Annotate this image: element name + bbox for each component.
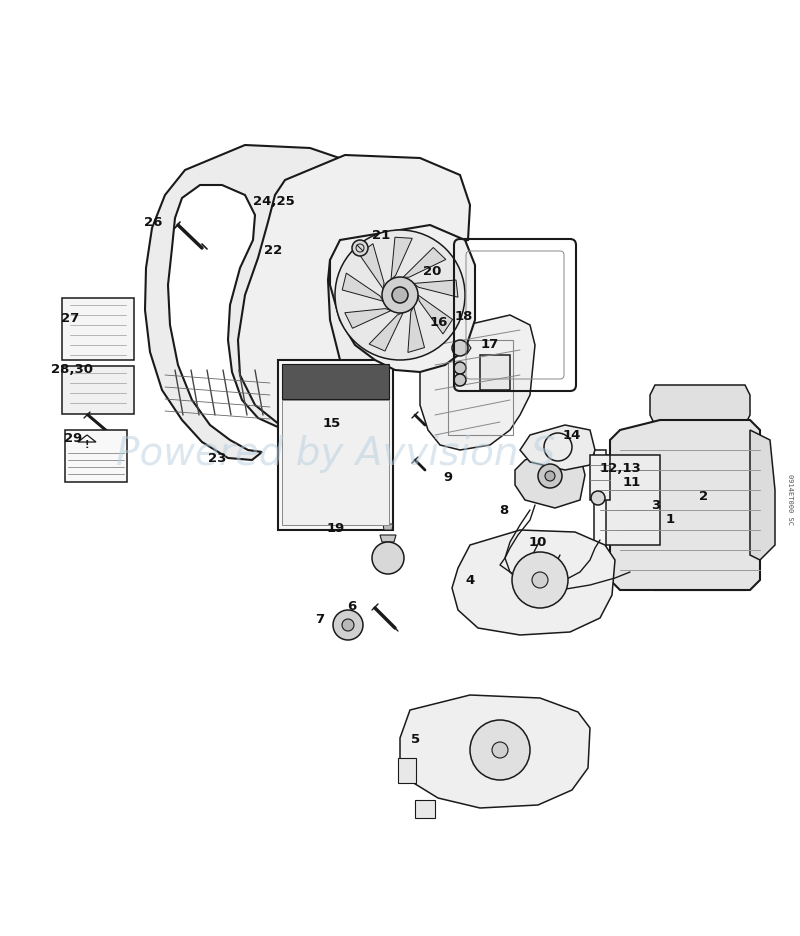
- Text: 2: 2: [699, 490, 709, 503]
- Text: 4: 4: [466, 574, 475, 587]
- Text: 15: 15: [323, 417, 341, 430]
- Text: 9: 9: [443, 471, 453, 484]
- Polygon shape: [238, 155, 470, 430]
- Polygon shape: [383, 524, 393, 530]
- Bar: [657, 518, 743, 530]
- Text: 7: 7: [315, 613, 325, 626]
- Circle shape: [335, 230, 465, 360]
- Text: 17: 17: [481, 338, 498, 351]
- Bar: [278, 360, 393, 530]
- Text: 19: 19: [327, 522, 345, 535]
- Polygon shape: [750, 430, 775, 560]
- Text: 29: 29: [65, 431, 82, 445]
- Circle shape: [591, 491, 605, 505]
- Circle shape: [512, 552, 568, 608]
- Polygon shape: [78, 435, 96, 442]
- Polygon shape: [610, 420, 760, 590]
- Text: 16: 16: [430, 316, 447, 329]
- Polygon shape: [342, 273, 383, 301]
- Polygon shape: [345, 309, 391, 329]
- Text: 8: 8: [499, 504, 509, 517]
- Text: 6: 6: [347, 600, 357, 613]
- Bar: [282, 364, 389, 399]
- Polygon shape: [391, 237, 412, 280]
- Text: Powered by Avvision S: Powered by Avvision S: [116, 435, 556, 473]
- Bar: [480, 355, 510, 390]
- Circle shape: [352, 240, 368, 256]
- Bar: [657, 458, 743, 470]
- Polygon shape: [369, 313, 403, 351]
- Circle shape: [492, 742, 508, 758]
- Circle shape: [333, 610, 363, 640]
- Text: !: !: [85, 440, 90, 450]
- Polygon shape: [414, 280, 458, 298]
- Bar: [657, 558, 743, 570]
- Bar: [657, 538, 743, 550]
- Bar: [398, 758, 416, 783]
- Bar: [657, 438, 743, 450]
- Bar: [590, 455, 610, 500]
- Circle shape: [470, 720, 530, 780]
- Bar: [657, 418, 743, 430]
- Polygon shape: [650, 385, 750, 425]
- Text: 23: 23: [209, 452, 226, 465]
- Polygon shape: [359, 243, 384, 289]
- Polygon shape: [452, 530, 615, 635]
- Circle shape: [392, 287, 408, 303]
- Polygon shape: [403, 247, 446, 277]
- Circle shape: [532, 572, 548, 588]
- Bar: [657, 498, 743, 510]
- Bar: [62, 366, 134, 414]
- Text: 27: 27: [62, 312, 79, 325]
- Bar: [657, 478, 743, 490]
- Circle shape: [538, 464, 562, 488]
- Bar: [600, 455, 660, 545]
- Polygon shape: [520, 425, 595, 470]
- Polygon shape: [400, 695, 590, 808]
- Polygon shape: [420, 315, 535, 450]
- Text: 11: 11: [623, 475, 641, 489]
- Bar: [655, 390, 745, 590]
- Circle shape: [342, 619, 354, 631]
- Text: 12,13: 12,13: [599, 461, 641, 475]
- Text: 0914ET000 SC: 0914ET000 SC: [787, 475, 793, 525]
- Text: 3: 3: [651, 499, 661, 512]
- Text: 14: 14: [563, 429, 581, 442]
- Text: 22: 22: [265, 244, 282, 257]
- Polygon shape: [408, 307, 425, 353]
- Circle shape: [454, 362, 466, 374]
- Polygon shape: [380, 535, 396, 542]
- Polygon shape: [418, 295, 453, 334]
- Bar: [282, 400, 389, 525]
- Circle shape: [372, 542, 404, 574]
- Polygon shape: [449, 342, 471, 354]
- Text: 5: 5: [411, 733, 421, 746]
- Polygon shape: [145, 145, 418, 460]
- Text: 20: 20: [423, 265, 441, 278]
- Polygon shape: [515, 448, 585, 508]
- Text: 1: 1: [666, 513, 675, 526]
- Text: 24,25: 24,25: [253, 195, 294, 208]
- Text: 28,30: 28,30: [51, 363, 93, 376]
- Text: 10: 10: [529, 536, 546, 549]
- Circle shape: [545, 471, 555, 481]
- Text: 26: 26: [145, 216, 162, 229]
- Bar: [594, 450, 606, 550]
- Circle shape: [382, 277, 418, 313]
- Bar: [448, 340, 513, 435]
- Text: 18: 18: [455, 310, 473, 323]
- Circle shape: [454, 374, 466, 386]
- Bar: [415, 800, 435, 818]
- Polygon shape: [330, 225, 475, 372]
- Text: 21: 21: [372, 229, 390, 242]
- Bar: [657, 398, 743, 410]
- Bar: [62, 298, 134, 360]
- Bar: [65, 430, 127, 482]
- Circle shape: [452, 340, 468, 356]
